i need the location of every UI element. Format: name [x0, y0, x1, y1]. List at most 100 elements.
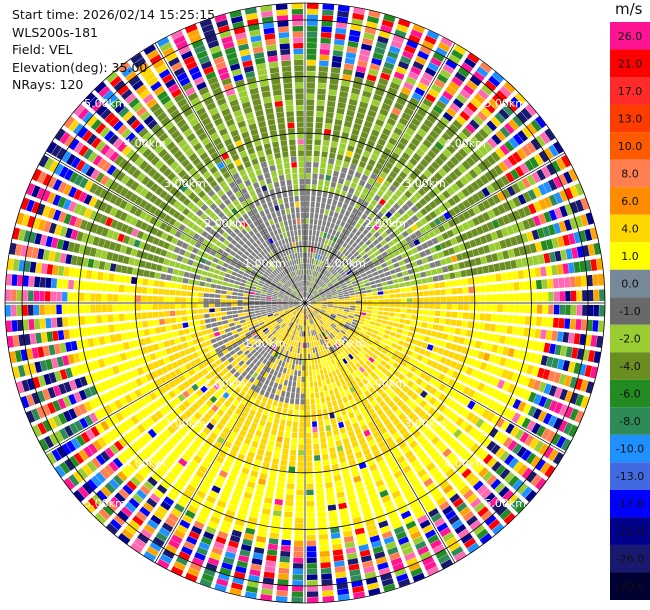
velocity-gate — [446, 303, 452, 310]
velocity-gate — [442, 164, 452, 174]
velocity-gate — [338, 232, 344, 240]
velocity-gate — [532, 340, 540, 351]
velocity-gate — [554, 386, 563, 399]
velocity-gate — [450, 360, 458, 369]
velocity-gate — [512, 151, 523, 163]
velocity-gate — [504, 238, 513, 248]
velocity-gate — [531, 229, 540, 240]
velocity-gate — [324, 123, 333, 130]
velocity-gate — [314, 145, 321, 151]
velocity-gate — [350, 303, 356, 306]
velocity-gate — [553, 402, 563, 414]
velocity-gate — [399, 137, 409, 146]
velocity-gate — [330, 141, 338, 148]
velocity-gate — [306, 580, 318, 586]
velocity-gate — [383, 294, 390, 299]
velocity-gate — [335, 231, 341, 238]
velocity-gate — [331, 311, 337, 315]
velocity-gate — [392, 237, 400, 244]
velocity-gate — [434, 141, 444, 151]
velocity-gate — [323, 128, 332, 136]
velocity-gate — [507, 396, 517, 407]
velocity-gate — [226, 295, 232, 299]
velocity-gate — [432, 125, 443, 135]
velocity-gate — [493, 334, 501, 343]
velocity-gate — [580, 197, 590, 211]
velocity-gate — [326, 106, 335, 113]
velocity-gate — [231, 299, 238, 303]
velocity-gate — [308, 275, 311, 281]
velocity-gate — [386, 117, 397, 126]
velocity-gate — [543, 196, 553, 208]
velocity-gate — [306, 551, 317, 558]
velocity-gate — [317, 287, 322, 292]
velocity-gate — [340, 271, 346, 277]
velocity-gate — [56, 317, 63, 328]
velocity-gate — [513, 315, 520, 324]
velocity-gate — [311, 184, 317, 191]
velocity-gate — [474, 295, 481, 302]
velocity-gate — [419, 158, 429, 168]
velocity-gate — [181, 316, 188, 322]
velocity-gate — [27, 304, 34, 316]
velocity-gate — [428, 230, 436, 238]
velocity-gate — [496, 191, 506, 202]
velocity-gate — [406, 218, 415, 226]
velocity-gate — [330, 313, 337, 317]
velocity-gate — [434, 289, 441, 296]
velocity-gate — [294, 404, 299, 411]
velocity-gate — [301, 382, 305, 388]
velocity-gate — [276, 487, 285, 494]
velocity-gate — [315, 278, 319, 284]
velocity-gate — [381, 103, 391, 112]
velocity-gate — [378, 198, 387, 206]
velocity-gate — [352, 283, 359, 287]
velocity-gate — [324, 209, 330, 216]
velocity-gate — [220, 303, 226, 307]
velocity-gate — [143, 328, 150, 336]
velocity-gate — [349, 255, 355, 262]
velocity-gate — [371, 246, 378, 253]
velocity-gate — [565, 290, 571, 302]
velocity-gate — [560, 249, 568, 261]
velocity-gate — [450, 237, 458, 246]
velocity-gate — [377, 315, 383, 319]
velocity-gate — [203, 293, 210, 298]
velocity-gate — [175, 283, 182, 290]
velocity-gate — [532, 379, 542, 391]
velocity-gate — [439, 318, 446, 325]
velocity-gate — [563, 219, 573, 231]
velocity-gate — [395, 308, 401, 313]
velocity-gate — [428, 316, 435, 323]
velocity-gate — [341, 317, 347, 322]
velocity-gate — [515, 258, 523, 268]
velocity-gate — [429, 303, 435, 309]
velocity-gate — [409, 157, 418, 166]
velocity-gate — [538, 213, 547, 225]
velocity-gate — [442, 190, 451, 199]
velocity-gate — [506, 100, 518, 113]
velocity-gate — [333, 211, 339, 219]
velocity-gate — [305, 342, 308, 348]
velocity-gate — [512, 196, 522, 208]
velocity-gate — [388, 137, 398, 146]
velocity-gate — [496, 251, 504, 261]
velocity-gate — [321, 579, 333, 586]
velocity-gate — [526, 231, 534, 242]
velocity-gate — [564, 277, 571, 288]
velocity-gate — [319, 550, 330, 557]
velocity-gate — [363, 85, 374, 93]
velocity-gate — [284, 505, 293, 512]
velocity-gate — [495, 229, 504, 239]
velocity-gate — [107, 294, 113, 302]
velocity-gate — [315, 116, 324, 123]
velocity-gate — [28, 319, 35, 331]
velocity-gate — [442, 64, 455, 75]
velocity-gate — [318, 248, 323, 255]
velocity-gate — [294, 534, 304, 541]
velocity-gate — [329, 187, 335, 194]
velocity-gate — [347, 169, 355, 176]
velocity-gate — [327, 273, 333, 279]
velocity-gate — [419, 103, 430, 113]
velocity-gate — [341, 263, 347, 269]
